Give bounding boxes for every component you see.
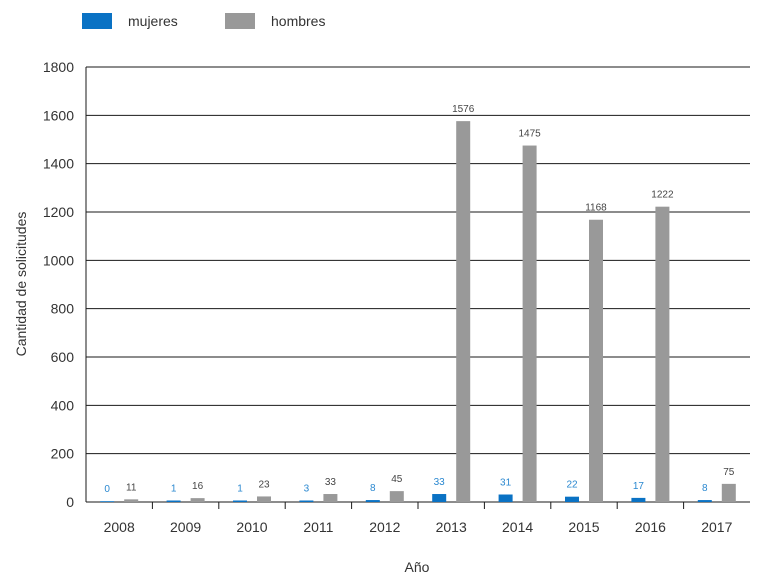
x-tick-label: 2011 xyxy=(303,519,333,535)
bar-mujeres xyxy=(166,500,181,502)
x-tick-label: 2014 xyxy=(502,519,533,535)
data-label-mujeres: 33 xyxy=(434,477,446,488)
x-tick-label: 2008 xyxy=(104,519,135,535)
bar-hombres xyxy=(721,483,736,502)
legend-swatch-hombres xyxy=(225,13,255,29)
data-label-mujeres: 1 xyxy=(237,484,243,495)
data-label-hombres: 23 xyxy=(258,479,270,490)
y-tick-label: 800 xyxy=(51,301,75,317)
bar-hombres xyxy=(655,206,670,502)
data-label-mujeres: 31 xyxy=(500,478,512,489)
bar-hombres xyxy=(323,494,338,502)
bar-mujeres xyxy=(365,500,380,502)
y-tick-label: 1400 xyxy=(43,156,74,172)
bar-mujeres xyxy=(432,494,447,502)
bar-hombres xyxy=(190,498,205,502)
x-tick-label: 2013 xyxy=(436,519,467,535)
axes: 0 200 400 600 800 1000 1200 1400 1600 1800 2008 200… xyxy=(43,59,750,535)
legend-label-hombres: hombres xyxy=(271,13,325,29)
x-tick-label: 2012 xyxy=(369,519,400,535)
data-label-mujeres: 1 xyxy=(171,484,177,495)
bar-mujeres xyxy=(631,497,646,502)
data-label-hombres: 16 xyxy=(192,481,204,492)
gridlines xyxy=(86,66,750,455)
y-axis-title: Cantidad de solicitudes xyxy=(13,212,29,357)
x-axis-title: Año xyxy=(405,559,430,575)
bar-mujeres xyxy=(233,500,247,502)
data-label-hombres: 45 xyxy=(391,474,403,485)
y-tick-label: 1800 xyxy=(43,59,74,75)
data-label-mujeres: 3 xyxy=(304,484,310,495)
bar-hombres xyxy=(456,121,471,502)
x-tick-label: 2010 xyxy=(236,519,267,535)
bar-mujeres xyxy=(100,501,115,502)
y-tick-label: 1000 xyxy=(43,252,74,268)
legend: mujeres hombres xyxy=(82,13,325,29)
y-tick-label: 1200 xyxy=(43,204,74,220)
y-tick-label: 1600 xyxy=(43,107,74,123)
y-tick-label: 400 xyxy=(51,397,75,413)
bar-mujeres xyxy=(498,494,513,502)
data-label-hombres: 75 xyxy=(723,467,735,478)
legend-label-mujeres: mujeres xyxy=(128,13,178,29)
data-label-hombres: 1222 xyxy=(651,190,674,201)
data-label-mujeres: 17 xyxy=(633,481,645,492)
data-label-hombres: 11 xyxy=(126,482,137,493)
bar-mujeres xyxy=(299,500,314,502)
y-tick-label: 0 xyxy=(66,494,74,510)
bar-hombres xyxy=(589,219,603,502)
bar-hombres xyxy=(522,145,537,502)
legend-swatch-mujeres xyxy=(82,13,112,29)
data-label-mujeres: 8 xyxy=(702,483,708,494)
x-tick-label: 2015 xyxy=(568,519,599,535)
bars xyxy=(100,121,736,502)
bar-mujeres xyxy=(565,496,579,502)
bar-hombres xyxy=(124,499,139,502)
data-label-hombres: 1576 xyxy=(452,104,475,115)
data-label-mujeres: 22 xyxy=(566,480,578,491)
y-tick-label: 200 xyxy=(51,446,75,462)
y-tick-label: 600 xyxy=(51,349,75,365)
x-tick-label: 2017 xyxy=(701,519,732,535)
data-label-mujeres: 0 xyxy=(104,484,110,495)
bar-mujeres xyxy=(697,500,712,502)
data-label-hombres: 1168 xyxy=(585,203,607,214)
data-label-hombres: 1475 xyxy=(518,129,541,140)
data-label-hombres: 33 xyxy=(325,477,337,488)
bar-hombres xyxy=(257,496,271,502)
bar-hombres xyxy=(389,491,404,502)
x-tick-label: 2009 xyxy=(170,519,201,535)
data-label-mujeres: 8 xyxy=(370,483,376,494)
x-tick-label: 2016 xyxy=(635,519,666,535)
